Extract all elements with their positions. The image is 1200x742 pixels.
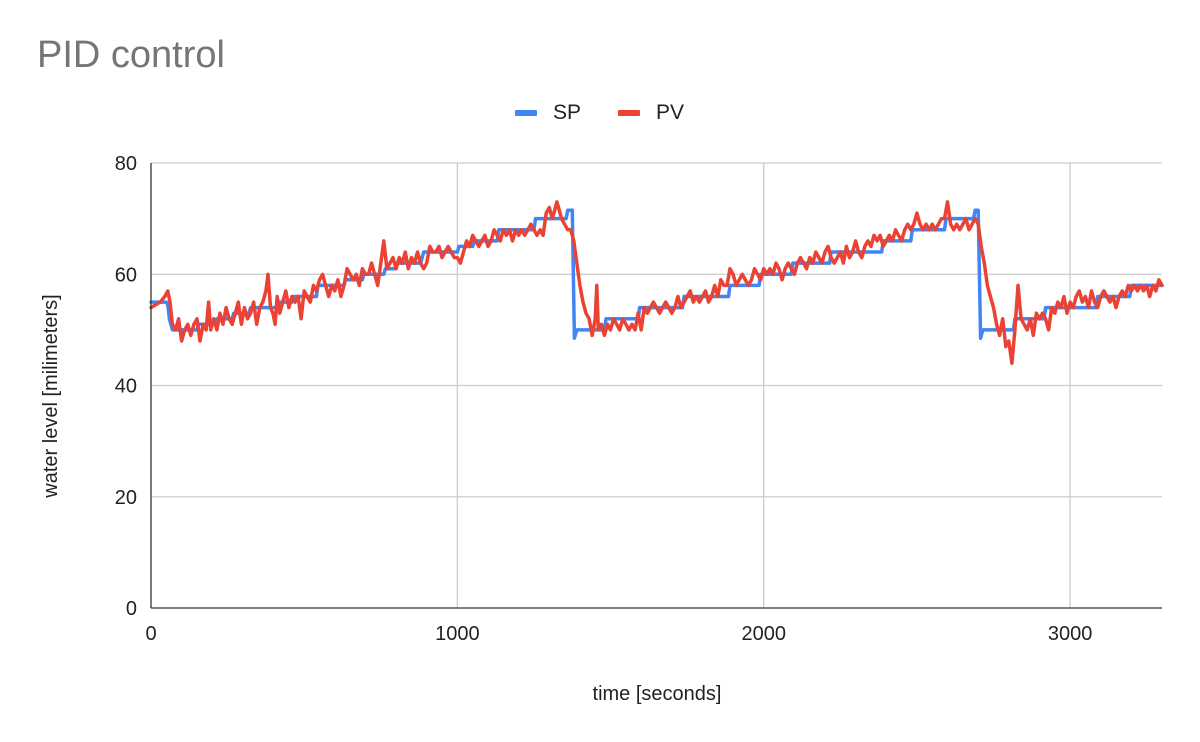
y-axis-title: water level [milimeters]: [40, 294, 62, 498]
chart-title: PID control: [37, 34, 225, 76]
series-line-pv: [149, 200, 1164, 366]
legend-item-sp[interactable]: SP: [515, 98, 581, 128]
legend: SP PV: [0, 98, 1200, 128]
legend-label-pv: PV: [656, 101, 685, 124]
x-axis-title: time [seconds]: [593, 683, 722, 705]
x-tick-label-3000: 3000: [1048, 623, 1093, 645]
y-tick-label-0: 0: [126, 598, 137, 620]
legend-swatch-pv: [618, 110, 640, 116]
y-tick-label-60: 60: [115, 264, 137, 286]
axes: 0 20 40 60 80 0 1000 2000 3000: [115, 153, 1162, 645]
x-tick-label-2000: 2000: [741, 623, 786, 645]
legend-item-pv[interactable]: PV: [618, 98, 684, 128]
y-tick-label-40: 40: [115, 376, 137, 398]
series-line-sp: [149, 208, 1164, 340]
grid: [151, 162, 1162, 608]
x-tick-label-1000: 1000: [435, 623, 480, 645]
y-tick-label-80: 80: [115, 153, 137, 175]
legend-label-sp: SP: [553, 101, 582, 124]
legend-swatch-sp: [515, 110, 537, 116]
series-layer: [149, 200, 1164, 366]
y-tick-label-20: 20: [115, 487, 137, 509]
x-tick-label-0: 0: [145, 623, 156, 645]
